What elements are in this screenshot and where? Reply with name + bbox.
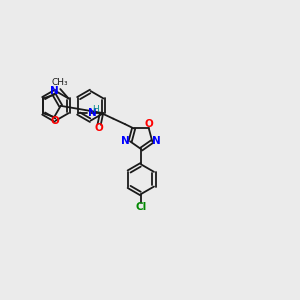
Text: H: H (92, 105, 99, 114)
Text: O: O (145, 119, 154, 129)
Text: CH₃: CH₃ (51, 78, 68, 87)
Text: Cl: Cl (136, 202, 147, 212)
Text: N: N (122, 136, 130, 146)
Text: O: O (50, 116, 59, 126)
Text: O: O (94, 123, 103, 133)
Text: N: N (152, 136, 161, 146)
Text: N: N (50, 86, 59, 96)
Text: N: N (88, 108, 97, 118)
